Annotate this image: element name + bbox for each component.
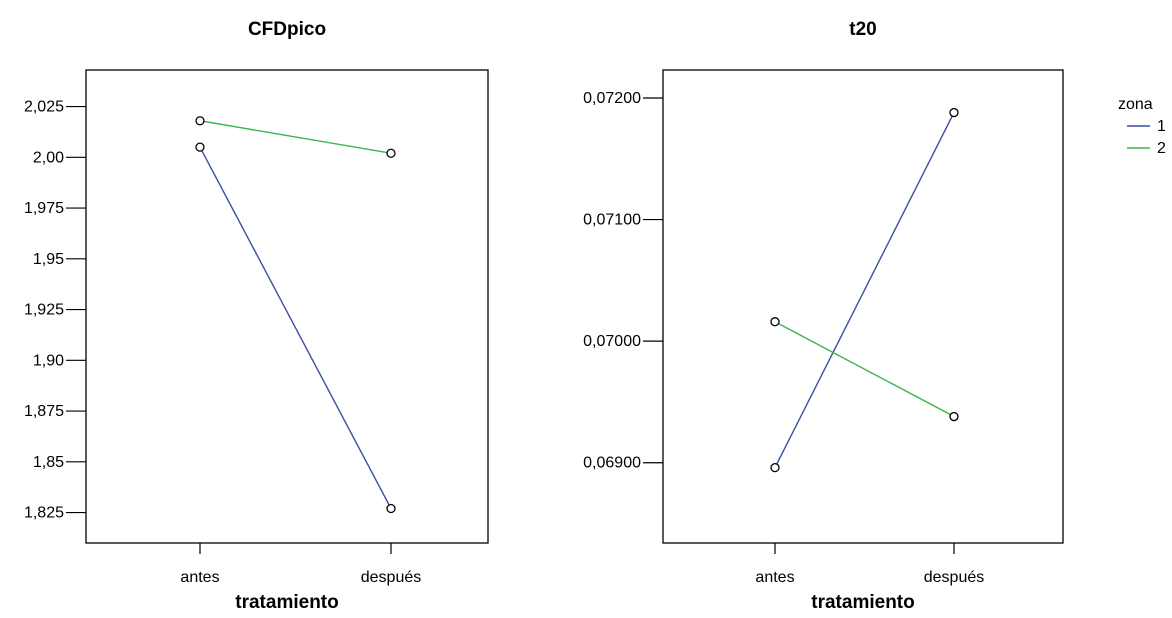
- legend-label-zona-2: 2: [1157, 140, 1166, 157]
- data-point-zona-2: [770, 317, 780, 327]
- x-tick-label: antes: [755, 569, 794, 586]
- chart-panel-1: CFDpico 1,825 1,85 1,875 1,90 1,925 1,95 1,975 2…: [24, 19, 489, 613]
- series-line-zona-1: [199, 146, 392, 509]
- y-tick-label: 2,00: [33, 149, 64, 166]
- y-tick-label: 1,825: [24, 505, 64, 522]
- data-point-zona-1: [386, 503, 396, 514]
- x-tick-label: antes: [180, 569, 219, 586]
- y-tick-label: 1,90: [33, 352, 64, 369]
- y-tick-label: 1,95: [33, 251, 64, 268]
- y-tick-label: 1,85: [33, 454, 64, 471]
- y-tick-label: 0,07100: [583, 212, 641, 229]
- x-axis-title: tratamiento: [235, 592, 338, 613]
- y-tick-label: 1,875: [24, 403, 64, 420]
- plot-frame: [662, 69, 1064, 544]
- legend-title: zona: [1118, 96, 1153, 113]
- data-point-zona-1: [195, 142, 205, 152]
- series-line-zona-2: [774, 321, 955, 418]
- chart-title: t20: [849, 19, 876, 40]
- chart-title: CFDpico: [248, 19, 326, 40]
- x-tick-label: después: [924, 569, 985, 586]
- series-line-zona-1: [774, 112, 955, 468]
- y-tick-label: 0,07000: [583, 333, 641, 350]
- data-point-zona-2: [386, 148, 396, 158]
- data-point-zona-2: [195, 116, 205, 126]
- x-axis-title: tratamiento: [811, 592, 914, 613]
- data-point-zona-1: [949, 107, 959, 118]
- y-tick-label: 0,06900: [583, 455, 641, 472]
- y-tick-label: 0,07200: [583, 90, 641, 107]
- x-tick-label: después: [361, 569, 422, 586]
- y-tick-label: 1,975: [24, 200, 64, 217]
- data-point-zona-1: [770, 462, 780, 473]
- legend-label-zona-1: 1: [1157, 118, 1166, 135]
- plot-frame: [85, 69, 489, 544]
- chart-panel-2: t20 0,06900 0,07000 0,07100 0,07200 antes desp…: [583, 19, 1064, 613]
- y-tick-label: 1,925: [24, 302, 64, 319]
- series-line-zona-2: [199, 120, 392, 154]
- data-point-zona-2: [949, 411, 959, 422]
- y-tick-label: 2,025: [24, 99, 64, 116]
